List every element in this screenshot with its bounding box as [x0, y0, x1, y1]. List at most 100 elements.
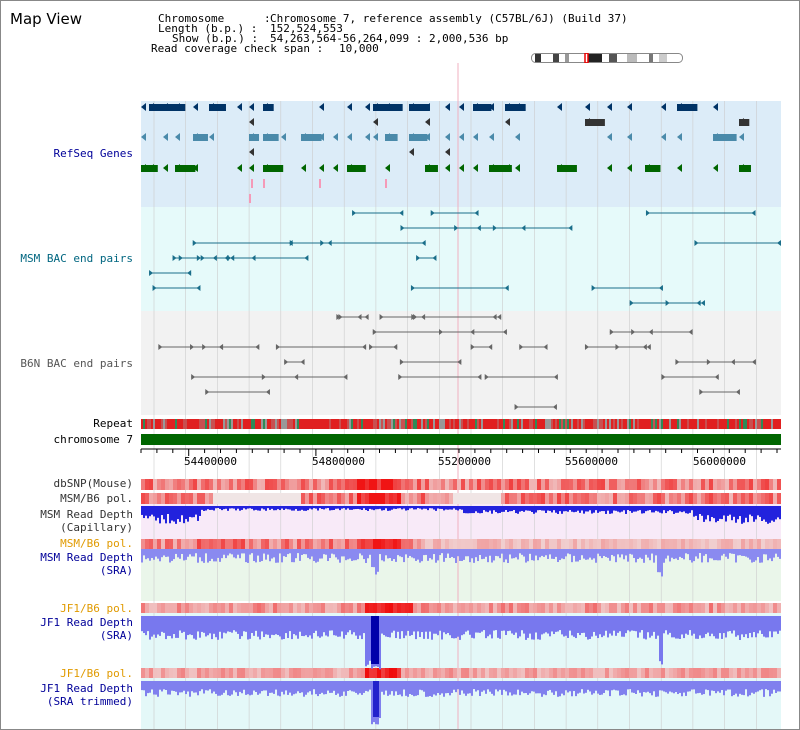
- repeat-segment: [651, 419, 653, 429]
- msm-sra-depth-bar: [343, 549, 345, 557]
- dbsnp-label: dbSNP(Mouse): [53, 477, 133, 490]
- capillary-depth-bar: [717, 506, 719, 521]
- heat-cell: [193, 668, 197, 678]
- jf1-trim-depth-bar: [369, 681, 371, 690]
- bac-end: [398, 374, 403, 380]
- msm-sra-depth-bar: [659, 549, 661, 573]
- heat-cell: [645, 539, 649, 549]
- msm-sra-depth-bar: [389, 549, 391, 559]
- msm-sra-depth-bar: [289, 549, 291, 554]
- jf1-depth-bar: [743, 616, 745, 638]
- msm-sra-depth-bar: [667, 549, 669, 556]
- bac-end: [432, 255, 437, 261]
- jf1-trim-depth-bar: [575, 681, 577, 697]
- capillary-depth-bar: [627, 506, 629, 511]
- msm-sra-depth-bar: [627, 549, 629, 562]
- jf1-trim-depth-bar: [149, 681, 151, 693]
- capillary-depth-bar: [303, 506, 305, 511]
- gene-arrow: [677, 164, 682, 172]
- repeat-segment: [323, 419, 325, 429]
- msm-sra-depth-bar: [579, 549, 581, 560]
- heat-cell: [705, 479, 709, 490]
- jf1-trim-depth-bar: [645, 681, 647, 693]
- heat-cell: [657, 603, 661, 613]
- jf1-depth-bar: [225, 616, 227, 634]
- chromosome-ideogram-icon[interactable]: [531, 53, 683, 63]
- repeat-segment: [229, 419, 231, 429]
- gene-arrow: [263, 164, 268, 172]
- heat-cell: [449, 603, 453, 613]
- repeat-segment: [249, 419, 251, 429]
- repeat-segment: [295, 419, 297, 429]
- heat-cell: [373, 603, 377, 613]
- jf1-trim-depth-bar: [595, 681, 597, 691]
- jf1-depth-bar: [671, 616, 673, 638]
- repeat-segment: [401, 419, 403, 429]
- jf1-depth-bar: [745, 616, 747, 635]
- heat-cell: [481, 603, 485, 613]
- heat-cell: [461, 493, 465, 504]
- jf1-trim-depth-bar: [581, 681, 583, 690]
- jf1-trim-depth-bar: [727, 681, 729, 690]
- jf1-trim-depth-bar: [499, 681, 501, 690]
- jf1-trim-depth-bar: [605, 681, 607, 691]
- heat-cell: [661, 493, 665, 504]
- heat-cell: [541, 479, 545, 490]
- heat-cell: [353, 539, 357, 549]
- heat-cell: [625, 493, 629, 504]
- heat-cell: [645, 493, 649, 504]
- msm-sra-depth-bar: [715, 549, 717, 561]
- heat-cell: [345, 539, 349, 549]
- jf1-depth-bar: [675, 616, 677, 639]
- jf1-depth-bar: [627, 616, 629, 631]
- msm-sra-depth-bar: [485, 549, 487, 557]
- repeat-segment: [377, 419, 379, 429]
- msm-sra-depth-bar: [633, 549, 635, 558]
- heat-cell: [761, 668, 765, 678]
- heat-cell: [649, 539, 653, 549]
- capillary-depth-bar: [459, 506, 461, 510]
- heat-cell: [333, 603, 337, 613]
- heat-cell: [521, 668, 525, 678]
- jf1-trim-depth-bar: [523, 681, 525, 694]
- heat-cell: [177, 603, 181, 613]
- msm-sra-depth-bar: [423, 549, 425, 556]
- jf1-depth-bar: [761, 616, 763, 634]
- jf1-trim-depth-bar: [195, 681, 197, 693]
- heat-cell: [541, 493, 545, 504]
- heat-cell: [465, 603, 469, 613]
- jf1-depth-bar: [607, 616, 609, 638]
- jf1-trim-depth-bar: [479, 681, 481, 697]
- capillary-depth-bar: [397, 506, 399, 509]
- heat-cell: [721, 479, 725, 490]
- bac-end: [411, 314, 416, 320]
- msm-sra-depth-bar: [681, 549, 683, 558]
- jf1-trim-depth-bar: [769, 681, 771, 697]
- gene-arrow: [301, 133, 306, 141]
- jf1-depth-bar: [531, 616, 533, 640]
- capillary-depth-bar: [721, 506, 723, 520]
- jf1-depth-bar: [255, 616, 257, 631]
- jf1-trim-depth-bar: [585, 681, 587, 693]
- jf1-depth-bar: [281, 616, 283, 640]
- jf1-trim-depth-bar: [163, 681, 165, 690]
- heat-cell: [601, 539, 605, 549]
- heat-cell: [569, 539, 573, 549]
- heat-cell: [633, 603, 637, 613]
- heat-cell: [777, 668, 781, 678]
- msm-sra-depth-bar: [249, 549, 251, 555]
- heat-cell: [449, 479, 453, 490]
- bac-end: [502, 329, 507, 335]
- heat-cell: [405, 539, 409, 549]
- heat-cell: [305, 493, 309, 504]
- msm-sra-depth-bar: [561, 549, 563, 559]
- repeat-segment: [507, 419, 509, 429]
- heat-cell: [665, 493, 669, 504]
- msm-sra-depth-bar: [287, 549, 289, 555]
- jf1-trim-depth-bar: [771, 681, 773, 694]
- heat-cell: [493, 479, 497, 490]
- repeat-segment: [689, 419, 691, 429]
- heat-cell: [397, 479, 401, 490]
- msm-sra-depth-bar: [513, 549, 515, 559]
- jf1-trim-depth-bar: [291, 681, 293, 696]
